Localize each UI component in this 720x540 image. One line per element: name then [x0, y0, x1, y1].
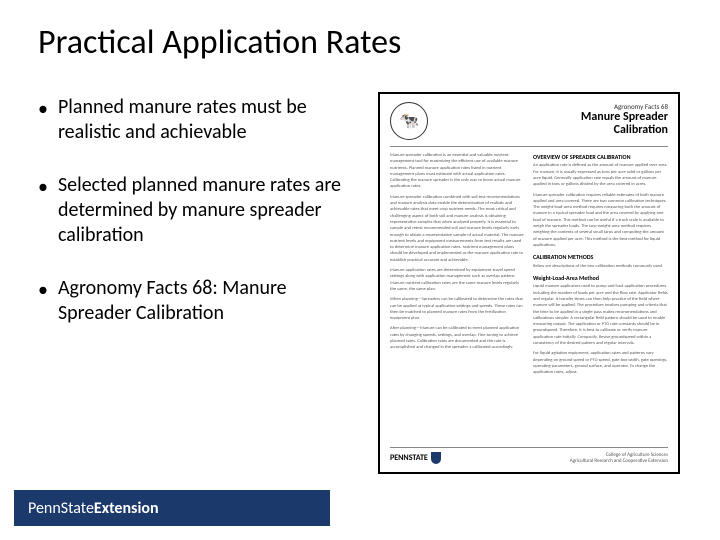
bullet-item: • Selected planned manure rates are dete…: [38, 173, 363, 248]
doc-title-block: Agronomy Facts 68 Manure Spreader Calibr…: [581, 102, 668, 137]
bullet-dot-icon: •: [38, 175, 48, 248]
doc-header: 🐄 Agronomy Facts 68 Manure Spreader Cali…: [390, 102, 668, 147]
doc-col-left: Manure spreader calibration is an essent…: [390, 153, 525, 380]
doc-logo-icon: 🐄: [390, 102, 428, 140]
bullet-item: • Agronomy Facts 68: Manure Spreader Cal…: [38, 276, 363, 326]
shield-icon: [431, 452, 441, 464]
bullet-dot-icon: •: [38, 278, 48, 326]
doc-subhead-methods: CALIBRATION METHODS: [533, 253, 668, 261]
doc-subhead-weight: Weight-Load-Area Method: [533, 274, 668, 282]
bullet-text: Agronomy Facts 68: Manure Spreader Calib…: [58, 276, 363, 326]
doc-footer: PENNSTATE College of Agriculture Science…: [390, 447, 668, 464]
doc-footer-dept: College of Agriculture Sciences Agricult…: [570, 452, 668, 464]
doc-footer-logo-text: PENNSTATE: [390, 453, 428, 463]
footer-brand-part1: PennState: [28, 499, 94, 518]
doc-col-right: OVERVIEW OF SPREADER CALIBRATION An appl…: [533, 153, 668, 380]
bullet-dot-icon: •: [38, 97, 48, 145]
footer-brand-part2: Extension: [94, 499, 159, 518]
doc-main-title: Manure Spreader Calibration: [581, 111, 668, 137]
bullet-text: Selected planned manure rates are determ…: [58, 173, 363, 248]
bullet-item: • Planned manure rates must be realistic…: [38, 95, 363, 145]
footer-bar: PennStateExtension: [14, 490, 330, 526]
bullet-list: • Planned manure rates must be realistic…: [38, 95, 363, 354]
slide-title: Practical Application Rates: [38, 22, 401, 63]
document-preview: 🐄 Agronomy Facts 68 Manure Spreader Cali…: [378, 92, 680, 474]
bullet-text: Planned manure rates must be realistic a…: [58, 95, 363, 145]
doc-subhead-overview: OVERVIEW OF SPREADER CALIBRATION: [533, 153, 668, 161]
doc-footer-brand: PENNSTATE: [390, 452, 441, 464]
footer-logo: PennStateExtension: [28, 499, 159, 518]
doc-body: Manure spreader calibration is an essent…: [390, 153, 668, 380]
